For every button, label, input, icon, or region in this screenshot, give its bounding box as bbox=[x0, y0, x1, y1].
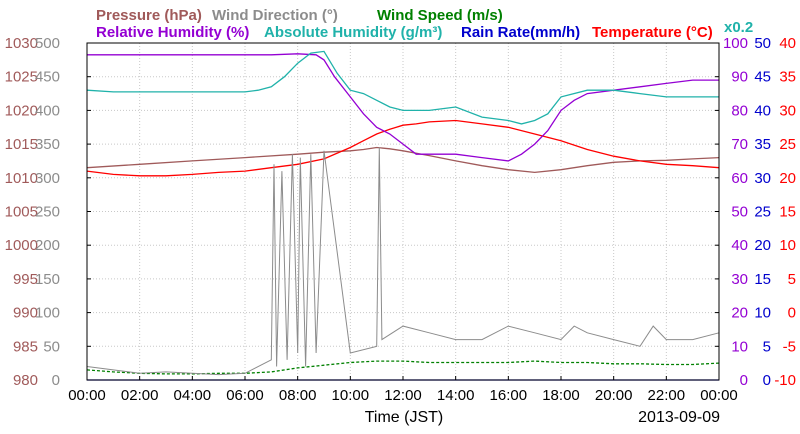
x-tick-label: 18:00 bbox=[542, 387, 580, 404]
x-tick-label: 12:00 bbox=[384, 387, 422, 404]
series-line-2 bbox=[87, 53, 719, 162]
x-axis-label: Time (JST) bbox=[365, 409, 444, 426]
x-tick-label: 04:00 bbox=[174, 387, 212, 404]
y-tick-temperature: 30 bbox=[779, 102, 796, 119]
y-tick-wind-direction: 150 bbox=[35, 271, 60, 288]
x-tick-label: 20:00 bbox=[595, 387, 633, 404]
y-tick-rain-rate: 0 bbox=[763, 372, 771, 389]
x-tick-label: 10:00 bbox=[332, 387, 370, 404]
y-tick-temperature: 20 bbox=[779, 170, 796, 187]
date-label: 2013-09-09 bbox=[638, 409, 720, 426]
legend-rain-rate: Rain Rate(mm/h) bbox=[461, 24, 580, 41]
series-line-6 bbox=[86, 147, 720, 376]
y-tick-temperature: 5 bbox=[788, 271, 796, 288]
y-tick-rel-humidity: 40 bbox=[731, 237, 748, 254]
x-tick-label: 06:00 bbox=[226, 387, 264, 404]
series-line-0 bbox=[86, 146, 720, 174]
grid bbox=[87, 43, 719, 380]
y-tick-rel-humidity: 10 bbox=[731, 338, 748, 355]
y-tick-rain-rate: 30 bbox=[754, 170, 771, 187]
y-tick-pressure: 1025 bbox=[5, 69, 38, 86]
y-tick-rain-rate: 15 bbox=[754, 271, 771, 288]
y-tick-rain-rate: 40 bbox=[754, 102, 771, 119]
y-tick-wind-direction: 300 bbox=[35, 170, 60, 187]
y-tick-rel-humidity: 50 bbox=[731, 204, 748, 221]
y-tick-rel-humidity: 100 bbox=[723, 35, 748, 52]
legend: Pressure (hPa) Wind Direction (°) Wind S… bbox=[96, 7, 753, 41]
y-tick-rain-rate: 10 bbox=[754, 305, 771, 322]
y-tick-pressure: 980 bbox=[13, 372, 38, 389]
legend-temperature: Temperature (°C) bbox=[592, 24, 713, 41]
y-tick-rel-humidity: 30 bbox=[731, 271, 748, 288]
y-tick-pressure: 1030 bbox=[5, 35, 38, 52]
y-tick-temperature: 10 bbox=[779, 237, 796, 254]
y-tick-rain-rate: 50 bbox=[754, 35, 771, 52]
y-tick-pressure: 1000 bbox=[5, 237, 38, 254]
y-tick-wind-direction: 250 bbox=[35, 204, 60, 221]
y-tick-pressure: 990 bbox=[13, 305, 38, 322]
y-tick-temperature: 40 bbox=[779, 35, 796, 52]
y-tick-rain-rate: 45 bbox=[754, 69, 771, 86]
y-tick-wind-direction: 400 bbox=[35, 102, 60, 119]
x-tick-label: 16:00 bbox=[490, 387, 528, 404]
y-tick-rain-rate: 5 bbox=[763, 338, 771, 355]
y-tick-pressure: 1005 bbox=[5, 204, 38, 221]
x-tick-label: 00:00 bbox=[68, 387, 106, 404]
y-tick-temperature: 25 bbox=[779, 136, 796, 153]
y-tick-wind-direction: 500 bbox=[35, 35, 60, 52]
x-tick-label: 00:00 bbox=[700, 387, 738, 404]
y-tick-pressure: 995 bbox=[13, 271, 38, 288]
legend-wind-speed: Wind Speed (m/s) bbox=[377, 7, 503, 24]
y-tick-wind-direction: 350 bbox=[35, 136, 60, 153]
x-tick-label: 02:00 bbox=[121, 387, 159, 404]
legend-pressure: Pressure (hPa) bbox=[96, 7, 202, 24]
y-tick-temperature: 15 bbox=[779, 204, 796, 221]
series-line-4 bbox=[86, 360, 720, 375]
y-tick-pressure: 1010 bbox=[5, 170, 38, 187]
y-tick-rel-humidity: 60 bbox=[731, 170, 748, 187]
y-tick-rel-humidity: 70 bbox=[731, 136, 748, 153]
y-tick-wind-direction: 450 bbox=[35, 69, 60, 86]
legend-relative-humidity: Relative Humidity (%) bbox=[96, 24, 249, 41]
y-tick-pressure: 1015 bbox=[5, 136, 38, 153]
y-tick-temperature: -5 bbox=[783, 338, 796, 355]
y-tick-wind-direction: 0 bbox=[52, 372, 60, 389]
y-tick-pressure: 985 bbox=[13, 338, 38, 355]
axes: 1030102510201015101010051000995990985980… bbox=[5, 35, 796, 404]
x-tick-label: 22:00 bbox=[648, 387, 686, 404]
y-tick-temperature: 0 bbox=[788, 305, 796, 322]
x-tick-label: 08:00 bbox=[279, 387, 317, 404]
y-tick-wind-direction: 50 bbox=[43, 338, 60, 355]
y-tick-wind-direction: 100 bbox=[35, 305, 60, 322]
y-tick-rel-humidity: 90 bbox=[731, 69, 748, 86]
x-tick-label: 14:00 bbox=[437, 387, 475, 404]
y-tick-rain-rate: 20 bbox=[754, 237, 771, 254]
legend-wind-direction: Wind Direction (°) bbox=[212, 7, 338, 24]
y-tick-rel-humidity: 80 bbox=[731, 102, 748, 119]
series-line-3 bbox=[86, 50, 719, 125]
y-tick-rel-humidity: 0 bbox=[740, 372, 748, 389]
series-line-1 bbox=[86, 119, 720, 177]
legend-absolute-humidity: Absolute Humidity (g/m³) bbox=[264, 24, 442, 41]
y-tick-rain-rate: 25 bbox=[754, 204, 771, 221]
y-tick-wind-direction: 200 bbox=[35, 237, 60, 254]
y-tick-rel-humidity: 20 bbox=[731, 305, 748, 322]
legend-scale-note: x0.2 bbox=[724, 19, 753, 36]
y-tick-temperature: -10 bbox=[774, 372, 796, 389]
y-tick-temperature: 35 bbox=[779, 69, 796, 86]
y-tick-rain-rate: 35 bbox=[754, 136, 771, 153]
y-tick-pressure: 1020 bbox=[5, 102, 38, 119]
